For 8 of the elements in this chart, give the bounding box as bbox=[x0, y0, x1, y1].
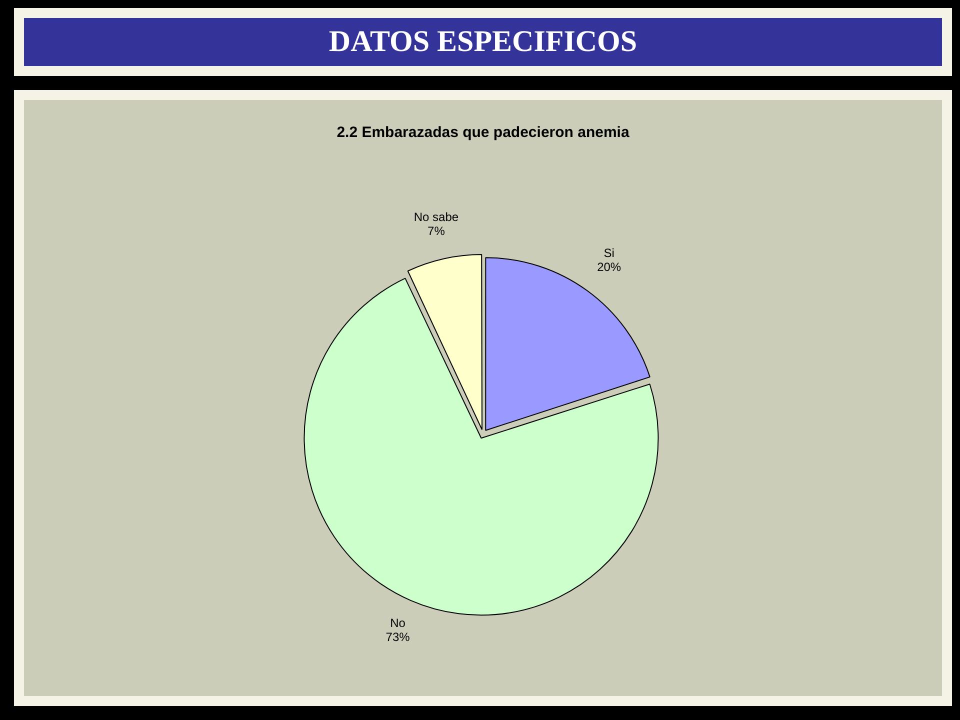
slice-label: Si bbox=[604, 246, 614, 260]
slice-label: No sabe bbox=[414, 210, 459, 224]
chart-title: DATOS ESPECIFICOS bbox=[328, 25, 638, 59]
data-label: 73% bbox=[386, 630, 410, 644]
chart-subtitle: 2.2 Embarazadas que padecieron anemia bbox=[336, 124, 630, 142]
data-label: 20% bbox=[597, 260, 622, 274]
data-label: 7% bbox=[428, 224, 446, 238]
slice-label: No bbox=[390, 616, 406, 630]
